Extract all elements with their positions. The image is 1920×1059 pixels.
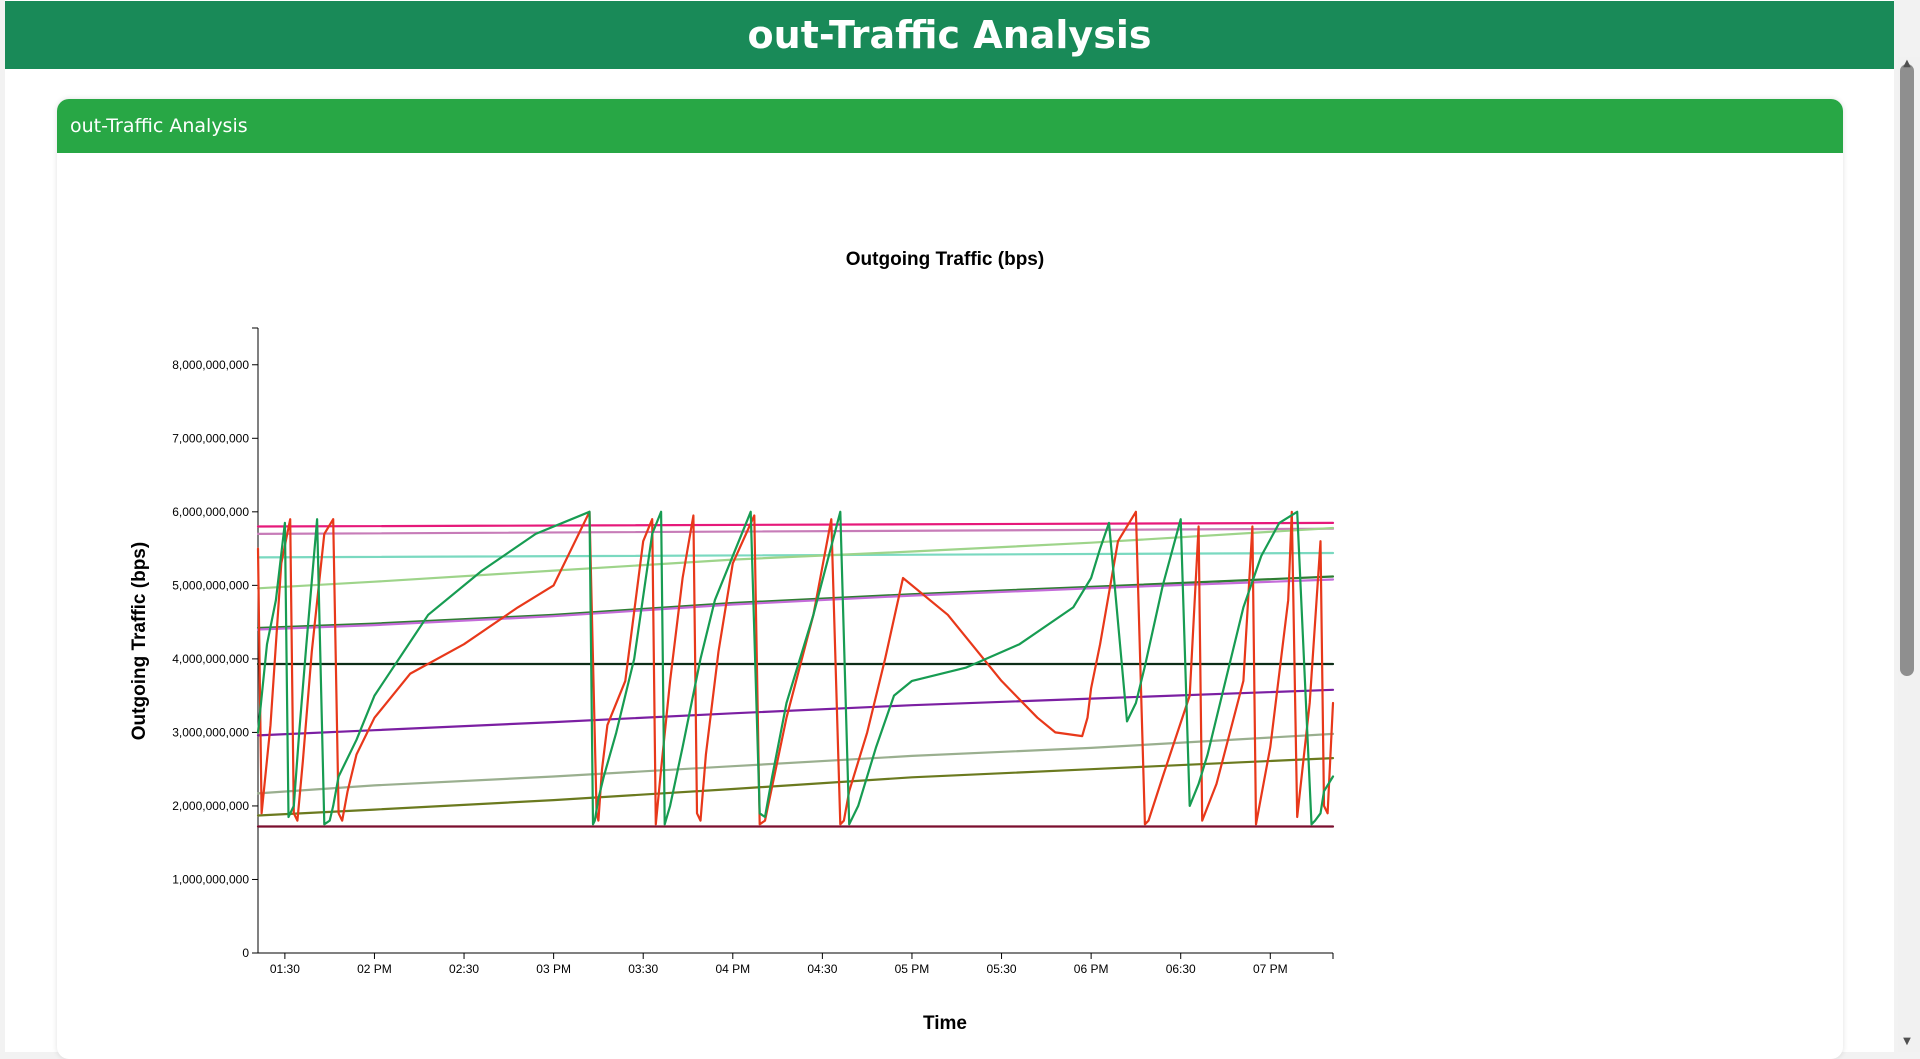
y-tick-label: 8,000,000,000 — [172, 358, 249, 372]
traffic-chart: Outgoing Traffic (bps) 0 1,000,000,000 2,0… — [129, 249, 1335, 1034]
y-axis-label: Outgoing Traffic (bps) — [129, 542, 150, 740]
y-tick-label: 2,000,000,000 — [172, 799, 249, 813]
chart-title: Outgoing Traffic (bps) — [846, 249, 1044, 270]
series-layer — [256, 510, 1335, 828]
series-line-1 — [256, 521, 1335, 528]
y-tick-label: 4,000,000,000 — [172, 652, 249, 666]
x-axis-label: Time — [923, 1013, 967, 1034]
page-title: out-Traffic Analysis — [747, 13, 1152, 57]
card-title: out-Traffic Analysis — [70, 115, 248, 137]
series-line-12 — [256, 510, 1335, 826]
series-line-8 — [256, 688, 1335, 737]
x-tick-label: 02 PM — [357, 962, 392, 976]
series-line-9 — [256, 732, 1335, 795]
y-tick-label: 3,000,000,000 — [172, 725, 249, 739]
y-axis: 0 1,000,000,000 2,000,000,000 3,000,000,000… — [172, 327, 259, 960]
x-tick-label: 02:30 — [449, 962, 479, 976]
x-tick-label: 04 PM — [715, 962, 750, 976]
scroll-down-icon[interactable]: ▼ — [1903, 1036, 1911, 1047]
x-tick-label: 01:30 — [270, 962, 300, 976]
x-tick-label: 06:30 — [1166, 962, 1196, 976]
y-tick-label: 7,000,000,000 — [172, 431, 249, 445]
x-axis: 01:30 02 PM 02:30 03 PM 03:30 04 PM 04:30 05 PM… — [258, 952, 1334, 976]
scroll-up-icon[interactable]: ▲ — [1903, 58, 1911, 69]
scrollbar-thumb[interactable] — [1900, 64, 1914, 676]
x-tick-label: 05 PM — [895, 962, 930, 976]
series-line-6 — [256, 578, 1335, 631]
series-line-5 — [256, 575, 1335, 630]
series-line-13 — [256, 510, 1335, 826]
top-header-bar: out-Traffic Analysis — [5, 1, 1894, 69]
series-line-2 — [256, 527, 1335, 535]
y-tick-label: 1,000,000,000 — [172, 872, 249, 886]
x-tick-label: 03:30 — [628, 962, 658, 976]
card-header: out-Traffic Analysis — [57, 99, 1843, 153]
x-tick-label: 07 PM — [1253, 962, 1288, 976]
x-tick-label: 04:30 — [807, 962, 837, 976]
x-tick-label: 03 PM — [536, 962, 571, 976]
y-tick-label: 5,000,000,000 — [172, 578, 249, 592]
y-tick-label: 6,000,000,000 — [172, 505, 249, 519]
x-tick-label: 06 PM — [1074, 962, 1109, 976]
y-tick-label: 0 — [242, 946, 249, 960]
chart-card: out-Traffic Analysis — [57, 99, 1843, 1059]
series-line-4 — [256, 526, 1335, 590]
series-line-10 — [256, 756, 1335, 817]
x-tick-label: 05:30 — [987, 962, 1017, 976]
series-line-3 — [256, 551, 1335, 559]
